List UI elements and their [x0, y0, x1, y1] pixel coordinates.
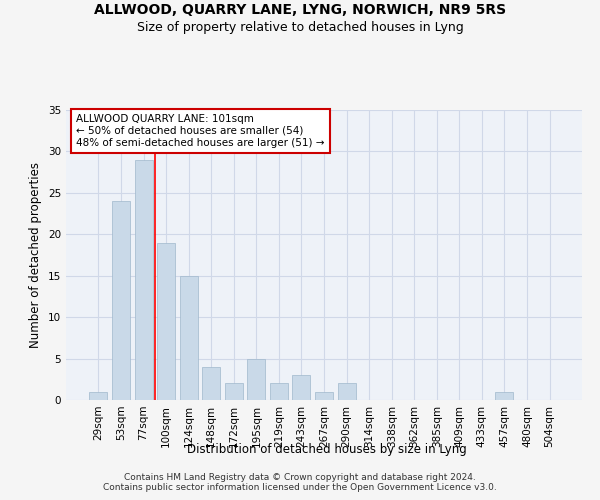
Bar: [496, 392, 514, 400]
Bar: [134, 160, 152, 400]
Bar: [202, 367, 220, 400]
Bar: [270, 384, 288, 400]
Bar: [315, 392, 333, 400]
Bar: [89, 392, 107, 400]
Y-axis label: Number of detached properties: Number of detached properties: [29, 162, 43, 348]
Bar: [292, 375, 310, 400]
Text: Contains HM Land Registry data © Crown copyright and database right 2024.
Contai: Contains HM Land Registry data © Crown c…: [103, 472, 497, 492]
Text: ALLWOOD QUARRY LANE: 101sqm
← 50% of detached houses are smaller (54)
48% of sem: ALLWOOD QUARRY LANE: 101sqm ← 50% of det…: [76, 114, 325, 148]
Text: Distribution of detached houses by size in Lyng: Distribution of detached houses by size …: [187, 442, 467, 456]
Text: Size of property relative to detached houses in Lyng: Size of property relative to detached ho…: [137, 21, 463, 34]
Bar: [179, 276, 198, 400]
Bar: [157, 242, 175, 400]
Bar: [247, 358, 265, 400]
Bar: [112, 201, 130, 400]
Bar: [338, 384, 356, 400]
Text: ALLWOOD, QUARRY LANE, LYNG, NORWICH, NR9 5RS: ALLWOOD, QUARRY LANE, LYNG, NORWICH, NR9…: [94, 2, 506, 16]
Bar: [225, 384, 243, 400]
